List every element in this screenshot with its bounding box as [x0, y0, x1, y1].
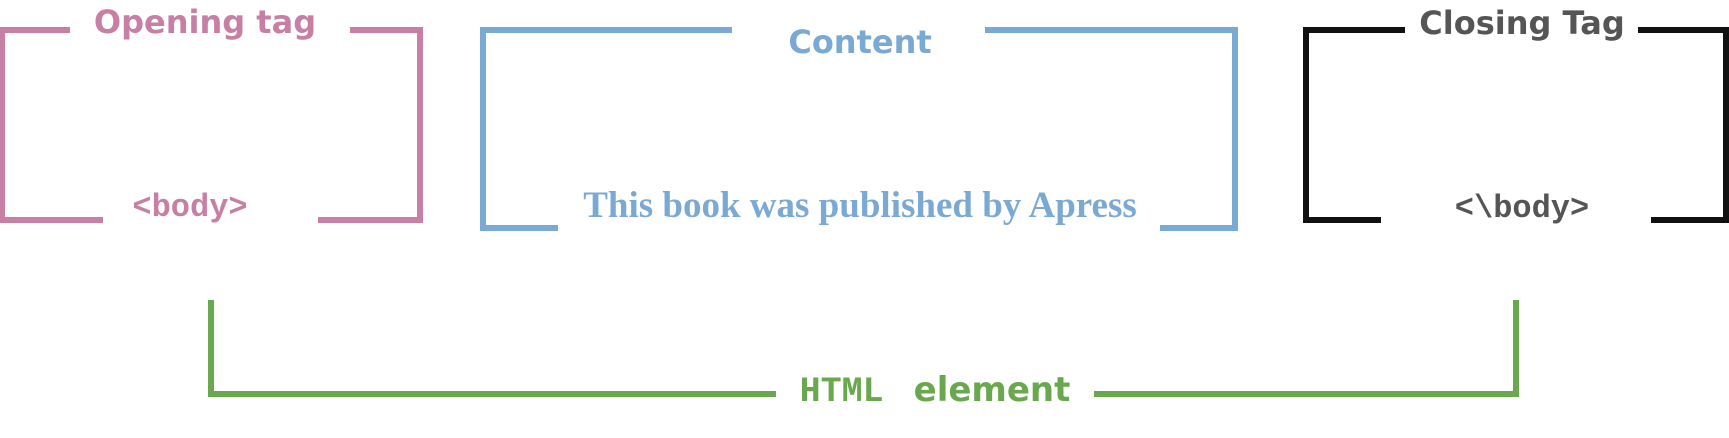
closing-tag-title: Closing Tag	[1419, 4, 1625, 42]
opening-tag-title: Opening tag	[93, 3, 317, 41]
content-title: Content	[788, 23, 932, 61]
closing-tag-bracket	[1303, 27, 1729, 223]
opening-tag-code: <body>	[132, 189, 248, 226]
content-bracket	[480, 27, 1238, 231]
closing-tag-code: <\body>	[1454, 190, 1590, 227]
html-element-word-label: element	[913, 370, 1071, 410]
html-element-code-label: HTML	[799, 372, 884, 412]
opening-tag-bracket	[0, 27, 423, 223]
content-text: This book was published by Apress	[583, 185, 1137, 226]
html-element-label: HTML element	[776, 373, 1094, 413]
